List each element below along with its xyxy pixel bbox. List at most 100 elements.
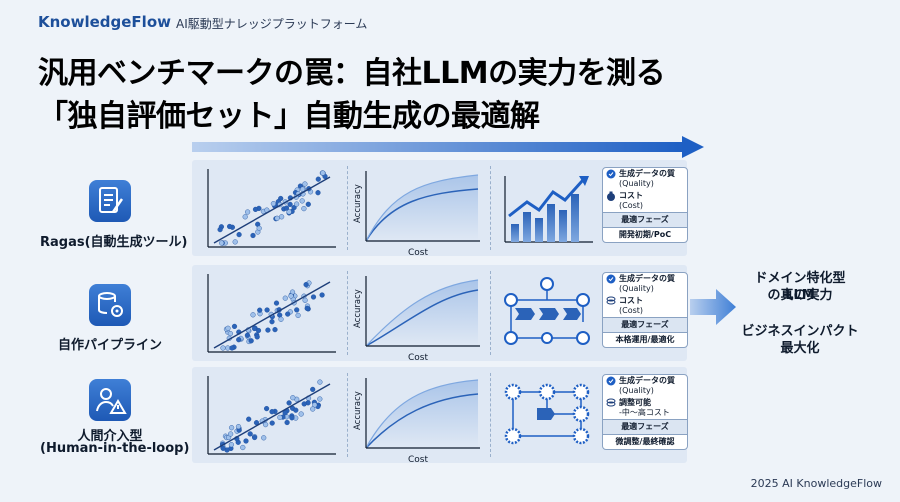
scatter-point	[240, 444, 246, 451]
axis-label-cost: Cost	[408, 353, 428, 363]
scatter-point	[310, 294, 317, 300]
scatter-point	[251, 325, 258, 332]
scatter-point	[289, 415, 295, 421]
scatter-point	[254, 334, 260, 340]
scatter-point	[246, 416, 252, 422]
scatter-point	[293, 407, 299, 413]
scatter-point	[244, 209, 251, 215]
footer-copyright: 2025 AI KnowledgeFlow	[750, 477, 882, 490]
scatter-point	[302, 297, 308, 303]
scatter-plot-ragas	[207, 169, 336, 248]
result-line3: ビジネスインパクト	[741, 324, 859, 339]
gear-network-icon	[504, 383, 590, 445]
scatter-point	[269, 319, 275, 325]
scatter-point	[317, 379, 323, 385]
document-pen-icon	[89, 180, 131, 222]
scatter-point	[305, 201, 311, 207]
scatter-point	[269, 409, 275, 415]
scatter-point	[315, 190, 321, 196]
brand-logo: KnowledgeFlow	[38, 13, 171, 31]
scatter-point	[273, 300, 280, 306]
accuracy-cost-chart-hitl: Accuracy Cost	[353, 378, 480, 465]
scatter-point	[250, 232, 256, 239]
scatter-point	[257, 307, 263, 313]
scatter-point	[244, 332, 251, 338]
scatter-point	[229, 345, 235, 351]
accuracy-cost-chart-pipeline: Accuracy Cost	[353, 276, 480, 363]
scatter-point	[303, 282, 309, 288]
scatter-point	[278, 316, 284, 322]
info-card-ragas: 生成データの質 (Quality) コスト (Cost) 最適フェーズ 開発初期/P…	[602, 167, 688, 243]
scatter-plot-pipeline	[207, 274, 336, 353]
scatter-point	[242, 214, 248, 220]
growth-bar-icon	[504, 176, 593, 243]
scatter-point	[265, 327, 271, 333]
brand-tagline: AI駆動型ナレッジプラットフォーム	[176, 17, 368, 31]
badge-check-icon	[606, 376, 616, 386]
progress-arrow-icon	[192, 136, 704, 158]
scatter-point	[225, 345, 231, 351]
result-line2: の真の実力	[767, 288, 833, 303]
scatter-point	[286, 400, 292, 406]
badge-check-icon	[606, 169, 616, 179]
scatter-point	[231, 323, 238, 330]
scatter-point	[229, 425, 235, 431]
info-card-hitl: 生成データの質 (Quality) 調整可能 -中〜高コスト 最適フェーズ 微調整/…	[602, 374, 688, 450]
scatter-point	[320, 170, 326, 176]
person-alert-icon	[89, 379, 131, 421]
scatter-point	[290, 395, 296, 401]
scatter-point	[243, 438, 249, 444]
scatter-point	[236, 337, 242, 343]
coin-stack-icon	[606, 296, 616, 306]
pipeline-flow-icon	[504, 277, 590, 345]
scatter-point	[227, 223, 233, 230]
scatter-point	[302, 181, 308, 187]
scatter-point	[264, 307, 270, 313]
scatter-point	[299, 186, 306, 192]
scatter-point	[272, 326, 278, 333]
scatter-point	[252, 206, 259, 213]
axis-label-accuracy: Accuracy	[353, 289, 363, 328]
scatter-point	[319, 292, 325, 298]
scatter-point	[310, 386, 316, 393]
scatter-point	[220, 445, 226, 451]
scatter-point	[251, 434, 258, 441]
axis-label-cost: Cost	[408, 455, 428, 465]
scatter-point	[317, 396, 323, 402]
scatter-point	[228, 442, 235, 448]
scatter-point	[283, 205, 290, 211]
scatter-point	[277, 414, 283, 421]
scatter-point	[262, 421, 269, 428]
scatter-point	[315, 176, 321, 182]
scatter-point	[299, 198, 305, 204]
scatter-point	[217, 226, 223, 233]
scatter-point	[274, 215, 280, 221]
scatter-point	[310, 406, 316, 412]
coin-stack-icon	[606, 398, 616, 408]
scatter-plot-hitl	[207, 376, 336, 455]
result-line1: ドメイン特化型LLM	[754, 271, 846, 303]
scatter-point	[261, 435, 267, 441]
money-bag-icon	[606, 191, 616, 201]
row-label-hitl: 人間介入型	[77, 429, 143, 444]
page-title-line2: 「独自評価セット」自動生成の最適解	[38, 99, 540, 134]
scatter-point	[220, 345, 226, 351]
scatter-point	[270, 201, 277, 207]
page-title-line1: 汎用ベンチマークの罠：自社LLMの実力を測る	[38, 56, 666, 91]
scatter-point	[293, 201, 300, 207]
accuracy-cost-chart-ragas: Accuracy Cost	[353, 171, 480, 258]
scatter-point	[232, 239, 238, 245]
info-card-pipeline: 生成データの質 (Quality) コスト (Cost) 最適フェーズ 本格運用/最…	[602, 272, 688, 348]
scatter-point	[219, 240, 225, 246]
scatter-point	[247, 431, 253, 437]
scatter-point	[228, 431, 234, 437]
scatter-point	[288, 293, 294, 299]
scatter-point	[294, 307, 300, 313]
result-arrow-icon	[690, 289, 736, 325]
row-label-ragas: Ragas(自動生成ツール)	[40, 235, 188, 250]
scatter-point	[227, 330, 234, 337]
scatter-point	[282, 410, 288, 416]
row-label-hitl-sub: (Human-in-the-loop)	[40, 441, 190, 456]
scatter-point	[263, 405, 270, 412]
scatter-point	[284, 419, 290, 426]
